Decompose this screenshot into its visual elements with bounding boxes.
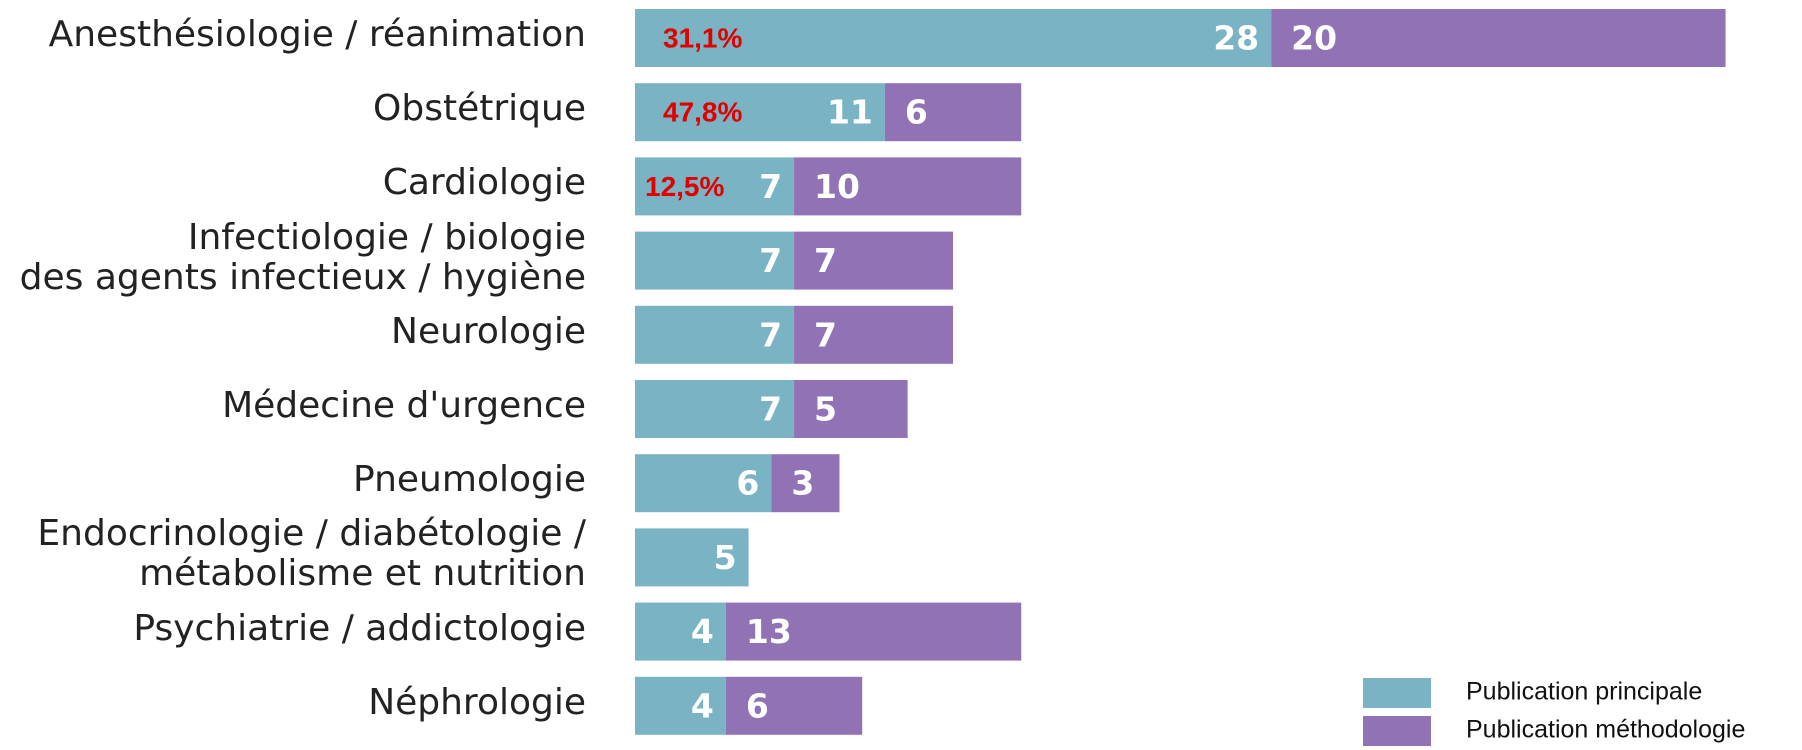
bar-segment — [794, 157, 1022, 216]
value-label: 3 — [791, 464, 814, 503]
legend-swatch — [1363, 716, 1431, 746]
value-label: 4 — [691, 612, 714, 651]
category-label: Obstétrique — [373, 88, 586, 130]
bar-segment — [635, 9, 1272, 67]
bar-segment — [725, 676, 863, 735]
bar-segment — [635, 231, 795, 290]
annotation: 47,8% — [663, 97, 742, 128]
value-label: 28 — [1213, 19, 1259, 58]
category-label: Cardiologie — [382, 162, 586, 204]
value-label: 5 — [814, 390, 837, 429]
bar-segment — [725, 602, 1022, 661]
bar-segment — [794, 380, 908, 438]
bar-segment — [635, 157, 795, 216]
annotation: 12,5% — [645, 171, 724, 202]
bar-segment — [635, 454, 772, 513]
annotation: 31,1% — [663, 22, 742, 53]
bar-segment — [635, 380, 795, 438]
bar-segment — [884, 83, 1022, 142]
value-label: 7 — [759, 390, 782, 429]
value-label: 6 — [905, 93, 928, 132]
category-label: Neurologie — [391, 310, 586, 352]
bar-segment — [635, 602, 726, 661]
value-label: 7 — [759, 315, 782, 354]
bar-segment — [794, 231, 954, 290]
bar-segment — [1271, 9, 1726, 67]
value-label: 20 — [1291, 19, 1337, 58]
legend-label: Publication méthodologie — [1466, 716, 1745, 744]
value-label: 13 — [746, 612, 792, 651]
bar-segment — [635, 528, 749, 587]
bar-segment — [771, 454, 840, 513]
value-label: 6 — [736, 464, 759, 503]
value-label: 4 — [691, 686, 714, 725]
legend-swatch — [1363, 678, 1431, 708]
value-label: 5 — [714, 538, 737, 577]
legend-label: Publication principale — [1466, 678, 1702, 706]
bar-segment — [635, 83, 885, 142]
category-label: Néphrologie — [368, 681, 586, 723]
category-label: Psychiatrie / addictologie — [133, 607, 586, 649]
bar-segment — [635, 676, 726, 735]
value-label: 10 — [814, 167, 860, 206]
value-label: 7 — [814, 241, 837, 280]
value-label: 7 — [814, 315, 837, 354]
value-label: 11 — [827, 93, 873, 132]
bar-segment — [635, 305, 795, 364]
category-label: Endocrinologie / diabétologie / métaboli… — [37, 513, 586, 595]
value-label: 6 — [746, 686, 769, 725]
bar-segment — [794, 305, 954, 364]
value-label: 7 — [759, 167, 782, 206]
value-label: 7 — [759, 241, 782, 280]
category-label: Pneumologie — [353, 459, 586, 501]
category-label: Anesthésiologie / réanimation — [48, 14, 586, 55]
category-label: Infectiologie / biologie des agents infe… — [19, 216, 586, 298]
category-label: Médecine d'urgence — [222, 385, 586, 426]
